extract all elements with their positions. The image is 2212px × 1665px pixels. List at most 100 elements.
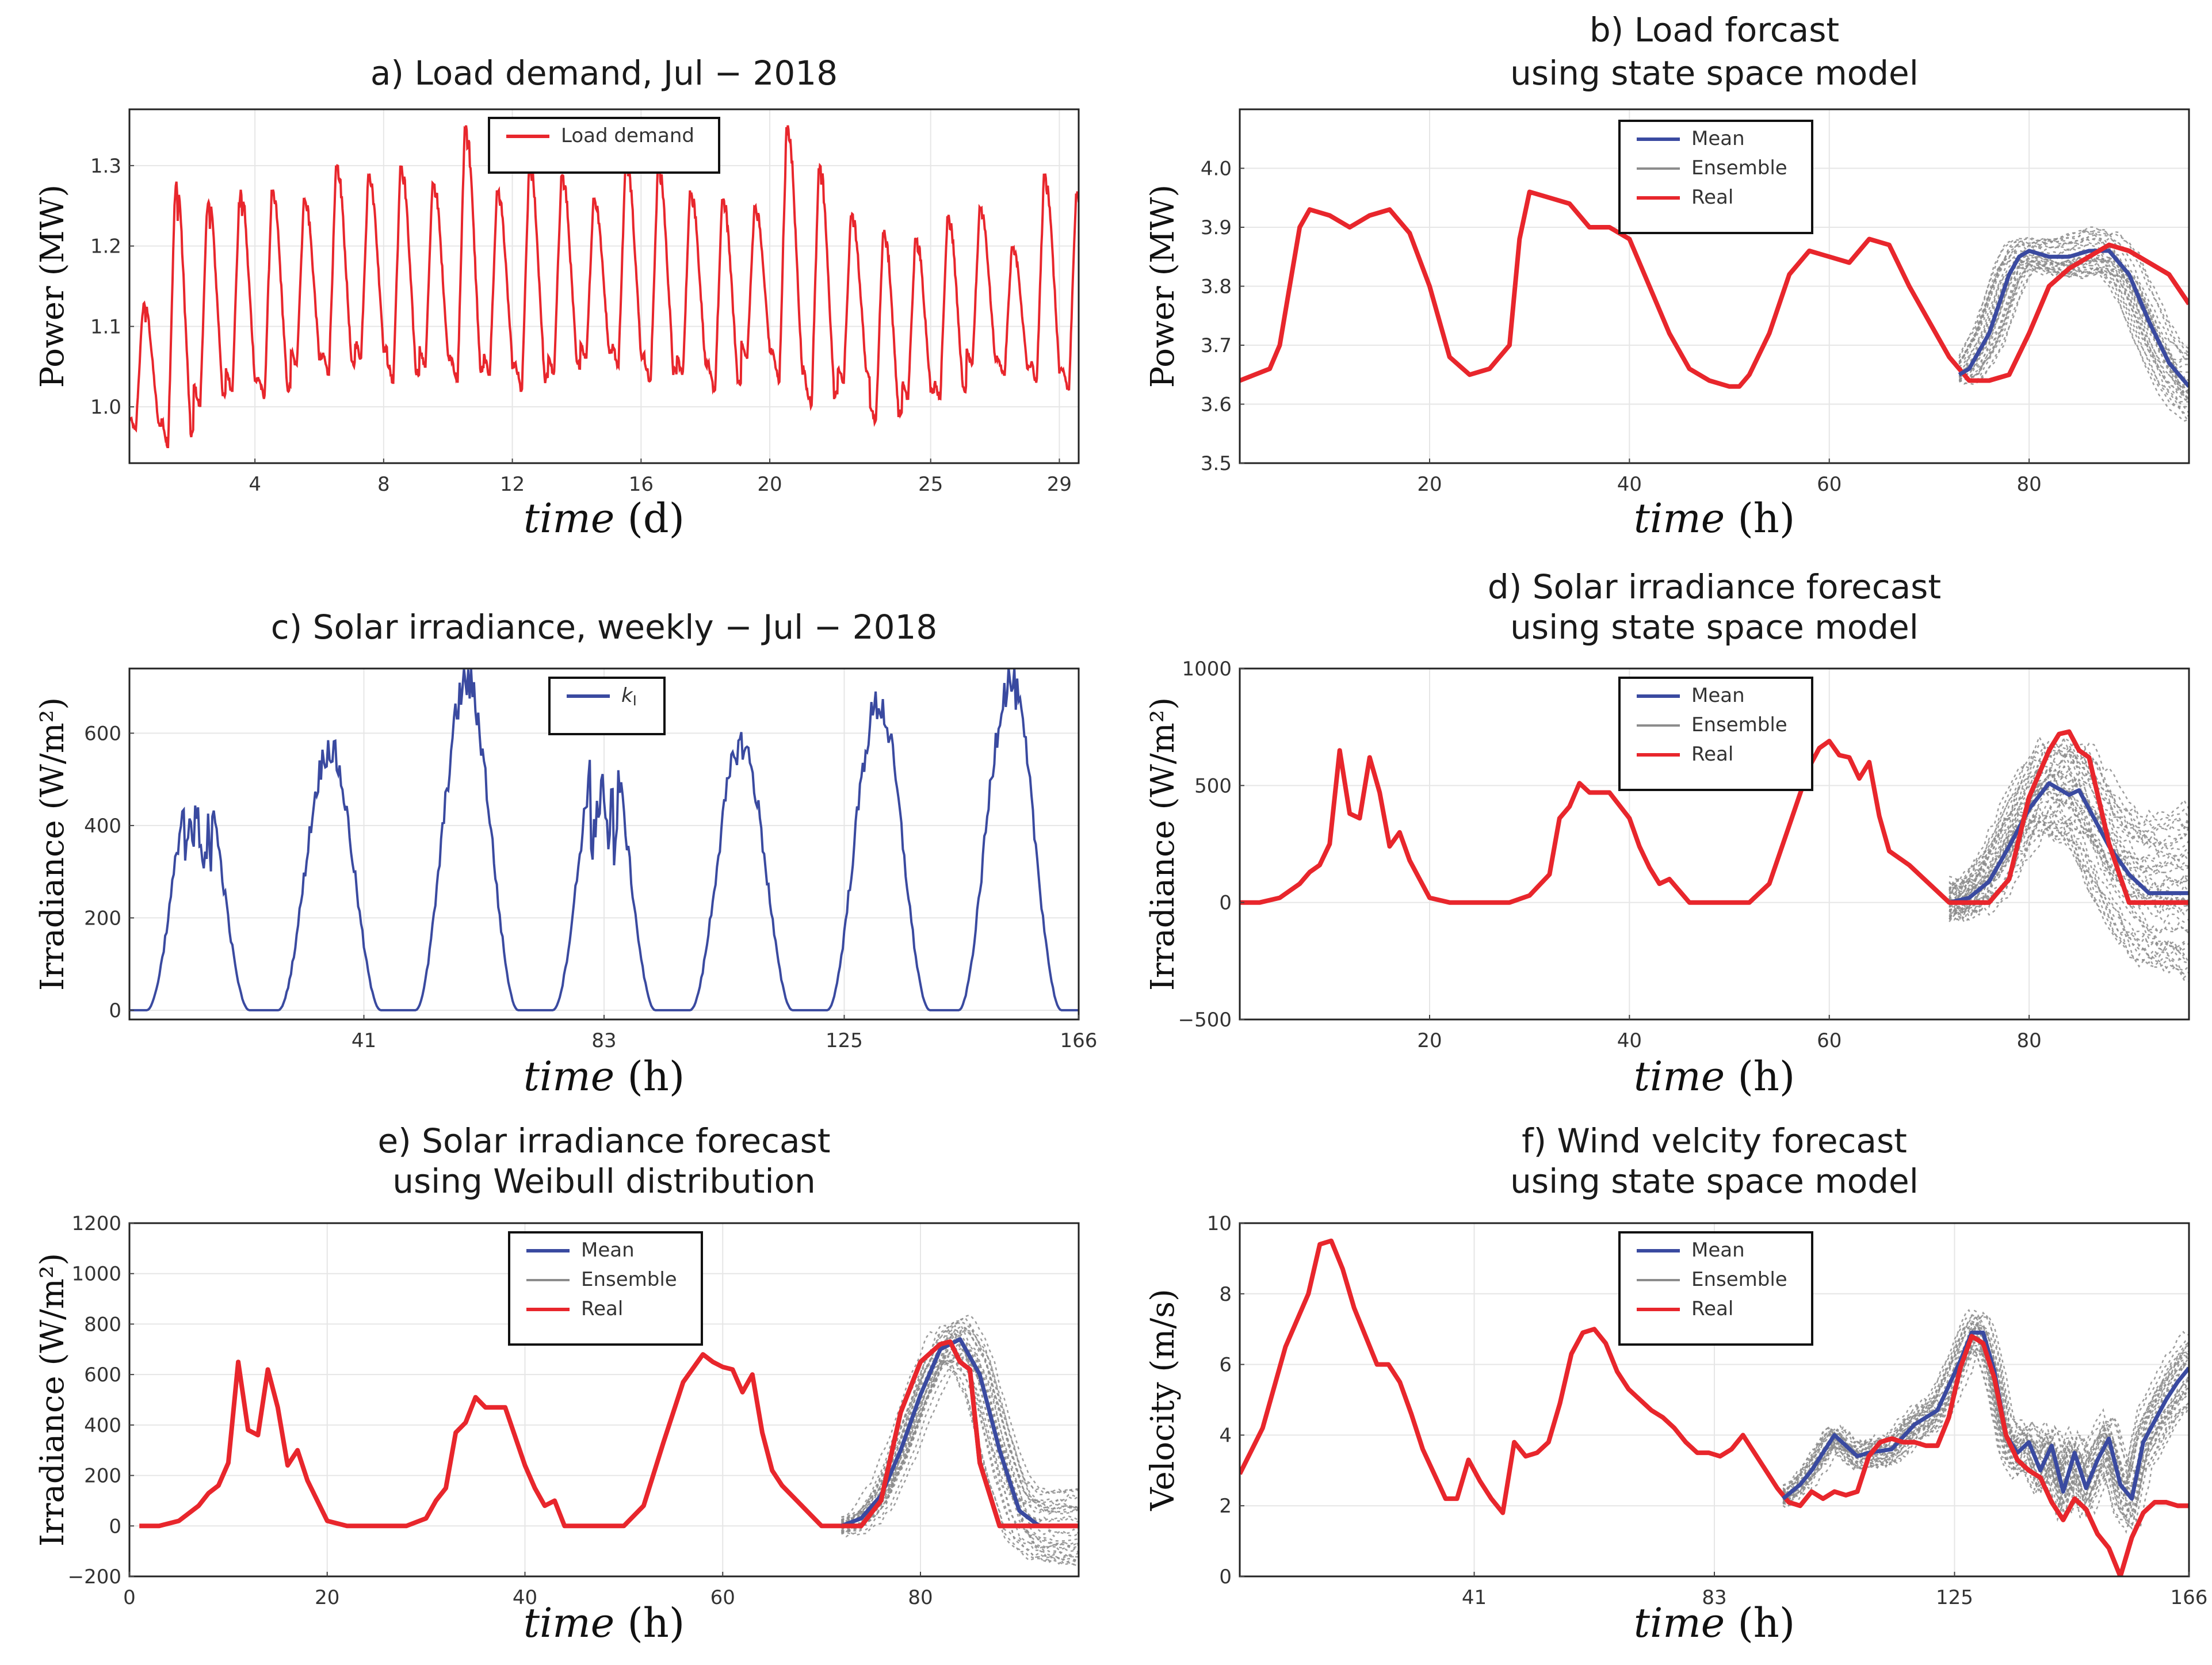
series-line-load-demand <box>129 125 1079 448</box>
y-tick-label: −500 <box>1178 1009 1232 1032</box>
ensemble-line <box>1958 265 2189 402</box>
y-tick-label: 3.8 <box>1201 276 1232 299</box>
x-tick-label: 40 <box>513 1586 537 1609</box>
ensemble-line <box>1949 801 2189 934</box>
legend-label: Real <box>581 1297 623 1320</box>
ensemble-line <box>1949 774 2189 904</box>
ensemble-line <box>841 1360 1079 1564</box>
ensemble-line <box>1959 254 2189 389</box>
plot-area <box>139 1314 1079 1567</box>
ensemble-line <box>1782 1350 2189 1534</box>
y-axis-label: Velocity (m/s) <box>1144 1289 1182 1511</box>
x-tick-label: 29 <box>1047 473 1072 496</box>
legend-label: Real <box>1691 1297 1733 1320</box>
ensemble-line <box>841 1316 1079 1521</box>
x-tick-label: 4 <box>249 473 261 496</box>
plot-frame <box>128 1222 1080 1578</box>
x-tick-label: 60 <box>710 1586 735 1609</box>
chart-title: a) Load demand, Jul − 2018 <box>370 54 838 93</box>
y-tick-label: 2 <box>1219 1495 1232 1518</box>
y-tick-label: 400 <box>84 815 121 838</box>
ensemble-line <box>841 1360 1079 1567</box>
ensemble-line <box>841 1352 1079 1551</box>
ensemble-line <box>841 1351 1079 1547</box>
ensemble-line <box>1782 1335 2189 1507</box>
ensemble-line <box>1782 1324 2189 1500</box>
x-tick-label: 80 <box>2016 1029 2041 1052</box>
y-tick-label: 200 <box>84 1465 121 1488</box>
plot-area <box>1240 729 2189 982</box>
y-tick-label: 0 <box>1219 1565 1232 1588</box>
ensemble-line <box>841 1359 1079 1561</box>
y-tick-label: 1.0 <box>90 396 121 419</box>
ensemble-line <box>1959 231 2189 371</box>
x-tick-label: 125 <box>1936 1586 1973 1609</box>
x-tick-label: 80 <box>2016 473 2041 496</box>
ensemble-line <box>1949 784 2189 908</box>
chart-subtitle: using Weibull distribution <box>392 1162 816 1201</box>
ensemble-line <box>1958 260 2189 417</box>
legend: Mean Ensemble Real <box>1618 120 1813 234</box>
legend-label: Ensemble <box>1691 1268 1787 1291</box>
y-tick-label: 600 <box>84 1364 121 1387</box>
ensemble-line <box>1783 1329 2189 1501</box>
x-tick-label: 20 <box>315 1586 339 1609</box>
y-tick-label: 4 <box>1219 1424 1232 1447</box>
y-axis-label: Power (MW) <box>34 185 71 388</box>
series-line-irradiance <box>129 669 1079 1011</box>
ensemble-line <box>1949 744 2189 891</box>
ensemble-line <box>1949 743 2189 887</box>
x-axis-label: time (h) <box>1634 1599 1795 1647</box>
ensemble-line <box>841 1324 1079 1518</box>
ensemble-line <box>1949 753 2189 899</box>
ensemble-members <box>1949 735 2189 982</box>
chart-panel-c: 41 83 125 166 0 200 400 600 c) Solar irradiance,… <box>34 608 1097 1100</box>
x-tick-label: 20 <box>1417 1029 1442 1052</box>
y-axis-label: Irradiance (W/m²) <box>1144 697 1182 991</box>
y-tick-label: 3.9 <box>1201 216 1232 239</box>
ensemble-line <box>841 1355 1079 1558</box>
ensemble-line <box>1949 749 2189 897</box>
ensemble-line <box>1949 765 2189 900</box>
x-tick-label: 166 <box>2171 1586 2208 1609</box>
ensemble-line <box>1958 266 2189 400</box>
ensemble-line <box>1958 228 2189 368</box>
ensemble-line <box>1958 236 2189 369</box>
ensemble-line <box>841 1320 1079 1521</box>
legend-label: Load demand <box>561 124 694 147</box>
ensemble-line <box>1782 1342 2189 1517</box>
x-axis-label: time (h) <box>524 1053 685 1100</box>
ensemble-line <box>841 1364 1079 1566</box>
legend: kI <box>548 677 666 735</box>
plot-area <box>129 669 1079 1011</box>
series-line-real-forecast <box>841 1339 1079 1529</box>
y-tick-label: 1.1 <box>90 315 121 338</box>
y-tick-label: 6 <box>1219 1354 1232 1377</box>
ensemble-line <box>1958 262 2189 422</box>
ensemble-line <box>1949 788 2189 908</box>
series-line-real-forecast <box>1788 1334 2189 1576</box>
x-tick-label: 83 <box>1702 1586 1726 1609</box>
chart-title: c) Solar irradiance, weekly − Jul − 2018 <box>271 608 938 647</box>
y-tick-label: 200 <box>84 907 121 930</box>
legend: Mean Ensemble Real <box>1618 1231 1813 1346</box>
ensemble-line <box>1783 1346 2189 1521</box>
ensemble-line <box>1782 1346 2189 1525</box>
ensemble-line <box>1949 800 2189 934</box>
y-tick-label: 1000 <box>1182 658 1232 681</box>
legend-label: Ensemble <box>581 1268 677 1291</box>
x-tick-label: 60 <box>1817 1029 1842 1052</box>
ensemble-line <box>1949 821 2189 972</box>
x-tick-label: 20 <box>1417 473 1442 496</box>
ensemble-line <box>1958 231 2189 364</box>
x-tick-label: 41 <box>1462 1586 1487 1609</box>
ensemble-line <box>1949 786 2189 908</box>
chart-panel-f: 41 83 125 166 0 2 4 6 8 10 f) Wind velcity forecas… <box>1144 1121 2207 1647</box>
ensemble-line <box>1958 230 2189 361</box>
plot-area <box>129 125 1079 448</box>
series-line-real-forecast <box>1949 729 2189 905</box>
y-tick-label: 0 <box>109 999 121 1022</box>
chart-title: f) Wind velcity forecast <box>1522 1121 1907 1160</box>
